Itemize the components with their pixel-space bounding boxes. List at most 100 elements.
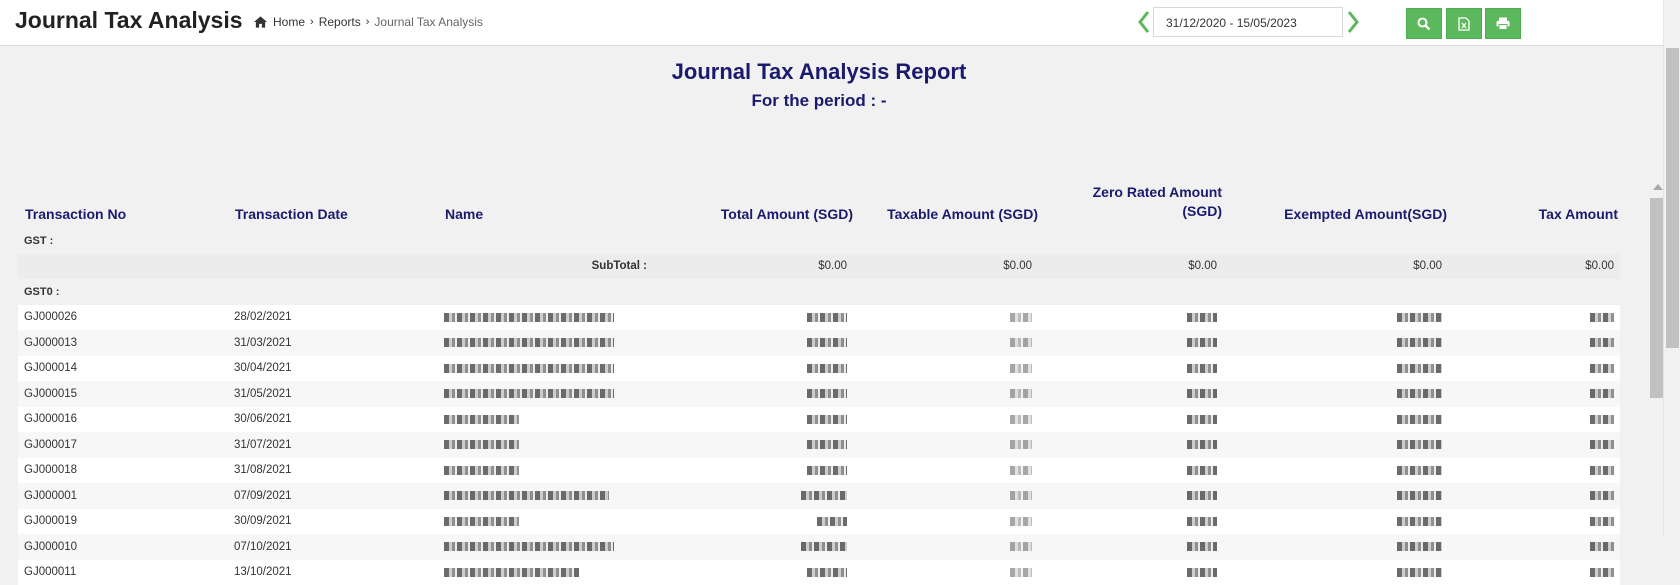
redacted-value xyxy=(1590,542,1614,551)
zero-rated-amount-cell xyxy=(1038,458,1223,484)
transaction-no-cell: GJ000011 xyxy=(18,560,228,585)
column-header-zero-rated-line2: (SGD) xyxy=(1093,203,1222,219)
page-scrollbar[interactable] xyxy=(1663,0,1680,536)
column-header-zero-rated-line1: Zero Rated Amount xyxy=(1093,184,1222,200)
redacted-value xyxy=(807,364,847,373)
next-period-arrow-icon[interactable] xyxy=(1345,10,1361,34)
redacted-value xyxy=(444,415,519,424)
page-title: Journal Tax Analysis xyxy=(15,7,243,34)
redacted-value xyxy=(1590,517,1614,526)
group-label: GST : xyxy=(18,228,1620,254)
redacted-value xyxy=(444,491,609,500)
tax-amount-cell xyxy=(1448,534,1620,560)
redacted-value xyxy=(444,364,614,373)
taxable-amount-cell xyxy=(853,381,1038,407)
breadcrumb-reports-link[interactable]: Reports xyxy=(319,15,361,29)
zero-rated-amount-cell xyxy=(1038,560,1223,585)
breadcrumb-home-link[interactable]: Home xyxy=(273,15,305,29)
home-icon xyxy=(254,16,267,28)
search-button[interactable] xyxy=(1406,8,1442,39)
column-header-taxable-amount: Taxable Amount (SGD) xyxy=(887,206,1038,222)
transaction-no-cell: GJ000014 xyxy=(18,356,228,382)
redacted-value xyxy=(1397,517,1442,526)
transaction-no-cell: GJ000019 xyxy=(18,509,228,535)
redacted-value xyxy=(444,313,614,322)
name-cell xyxy=(438,483,653,509)
subtotal-taxable-amount: $0.00 xyxy=(853,254,1038,280)
transaction-date-cell: 13/10/2021 xyxy=(228,560,438,585)
transaction-date-cell: 31/08/2021 xyxy=(228,458,438,484)
redacted-value xyxy=(1590,338,1614,347)
report-table: GST : SubTotal : $0.00 $0.00 $0.00 $0.00… xyxy=(18,228,1620,585)
taxable-amount-cell xyxy=(853,432,1038,458)
taxable-amount-cell xyxy=(853,509,1038,535)
column-header-zero-rated-amount: Zero Rated Amount (SGD) xyxy=(1093,184,1222,219)
redacted-value xyxy=(1397,568,1442,577)
transaction-date-cell: 30/09/2021 xyxy=(228,509,438,535)
total-amount-cell xyxy=(653,305,853,331)
zero-rated-amount-cell xyxy=(1038,305,1223,331)
name-cell xyxy=(438,509,653,535)
redacted-value xyxy=(1397,542,1442,551)
redacted-value xyxy=(1397,466,1442,475)
redacted-value xyxy=(1590,466,1614,475)
transaction-date-cell: 30/04/2021 xyxy=(228,356,438,382)
total-amount-cell xyxy=(653,534,853,560)
transaction-date-cell: 31/07/2021 xyxy=(228,432,438,458)
redacted-value xyxy=(1010,568,1032,577)
exempted-amount-cell xyxy=(1223,381,1448,407)
search-icon xyxy=(1417,17,1431,31)
redacted-value xyxy=(1397,313,1442,322)
redacted-value xyxy=(807,568,847,577)
transaction-no-cell: GJ000015 xyxy=(18,381,228,407)
exempted-amount-cell xyxy=(1223,356,1448,382)
exempted-amount-cell xyxy=(1223,534,1448,560)
total-amount-cell xyxy=(653,356,853,382)
zero-rated-amount-cell xyxy=(1038,356,1223,382)
zero-rated-amount-cell xyxy=(1038,509,1223,535)
redacted-value xyxy=(1397,491,1442,500)
subtotal-exempted-amount: $0.00 xyxy=(1223,254,1448,280)
subtotal-label: SubTotal : xyxy=(18,254,653,280)
redacted-value xyxy=(1590,415,1614,424)
total-amount-cell xyxy=(653,330,853,356)
page-scrollbar-thumb[interactable] xyxy=(1666,48,1679,348)
taxable-amount-cell xyxy=(853,407,1038,433)
redacted-value xyxy=(1010,389,1032,398)
top-bar: Journal Tax Analysis Home › Reports › Jo… xyxy=(0,0,1680,46)
name-cell xyxy=(438,534,653,560)
export-excel-button[interactable] xyxy=(1446,8,1482,39)
print-button[interactable] xyxy=(1485,8,1521,39)
redacted-value xyxy=(1010,542,1032,551)
transaction-date-cell: 07/09/2021 xyxy=(228,483,438,509)
scroll-up-arrow-icon[interactable] xyxy=(1653,184,1663,190)
redacted-value xyxy=(1397,364,1442,373)
redacted-value xyxy=(807,389,847,398)
total-amount-cell xyxy=(653,458,853,484)
redacted-value xyxy=(1010,491,1032,500)
chevron-right-icon: › xyxy=(366,16,370,28)
redacted-value xyxy=(1187,389,1217,398)
redacted-value xyxy=(1187,542,1217,551)
column-header-total-amount: Total Amount (SGD) xyxy=(721,206,853,222)
redacted-value xyxy=(1397,389,1442,398)
tax-amount-cell xyxy=(1448,305,1620,331)
redacted-value xyxy=(1187,364,1217,373)
column-header-tax-amount: Tax Amount xyxy=(1539,206,1618,222)
transaction-date-cell: 31/03/2021 xyxy=(228,330,438,356)
date-range-input[interactable]: 31/12/2020 - 15/05/2023 xyxy=(1153,7,1343,37)
previous-period-arrow-icon[interactable] xyxy=(1136,10,1152,34)
redacted-value xyxy=(444,389,614,398)
redacted-value xyxy=(1187,338,1217,347)
